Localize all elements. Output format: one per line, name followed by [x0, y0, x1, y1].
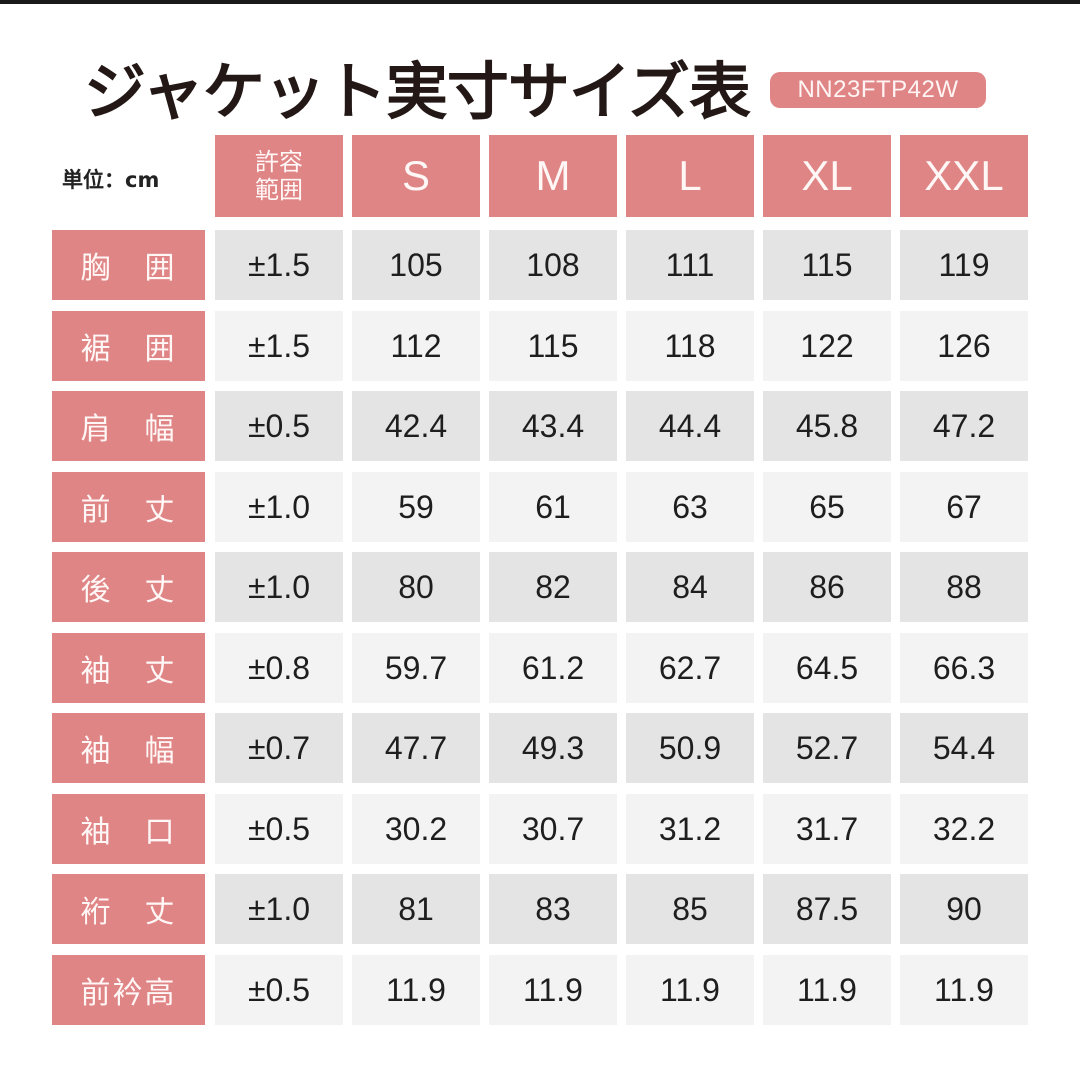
unit-label: 単位：cm — [62, 168, 160, 192]
tolerance-cell: ±0.7 — [215, 713, 343, 783]
tolerance-cell: ±0.8 — [215, 633, 343, 703]
value-cell: 119 — [900, 230, 1028, 300]
header-size-s: S — [352, 135, 480, 217]
value-cell: 66.3 — [900, 633, 1028, 703]
value-cell: 87.5 — [763, 874, 891, 944]
value-cell: 81 — [352, 874, 480, 944]
header-tolerance: 許容 範囲 — [215, 135, 343, 217]
value-cell: 83 — [489, 874, 617, 944]
header-size-xl: XL — [763, 135, 891, 217]
tolerance-cell: ±1.0 — [215, 552, 343, 622]
value-cell: 31.2 — [626, 794, 754, 864]
value-cell: 44.4 — [626, 391, 754, 461]
value-cell: 118 — [626, 311, 754, 381]
row-label: 前 丈 — [52, 472, 205, 542]
table-row: 裾 囲 ±1.5 112 115 118 122 126 — [0, 311, 1080, 381]
value-cell: 30.7 — [489, 794, 617, 864]
top-border — [0, 0, 1080, 4]
table-row: 胸 囲 ±1.5 105 108 111 115 119 — [0, 230, 1080, 300]
table-row: 肩 幅 ±0.5 42.4 43.4 44.4 45.8 47.2 — [0, 391, 1080, 461]
value-cell: 115 — [763, 230, 891, 300]
value-cell: 112 — [352, 311, 480, 381]
row-label: 袖 口 — [52, 794, 205, 864]
value-cell: 90 — [900, 874, 1028, 944]
table-row: 袖 幅 ±0.7 47.7 49.3 50.9 52.7 54.4 — [0, 713, 1080, 783]
value-cell: 62.7 — [626, 633, 754, 703]
row-label: 袖 丈 — [52, 633, 205, 703]
tolerance-cell: ±1.5 — [215, 311, 343, 381]
value-cell: 108 — [489, 230, 617, 300]
value-cell: 42.4 — [352, 391, 480, 461]
table-row: 袖 口 ±0.5 30.2 30.7 31.2 31.7 32.2 — [0, 794, 1080, 864]
value-cell: 88 — [900, 552, 1028, 622]
header-size-m: M — [489, 135, 617, 217]
page-title: ジャケット実寸サイズ表 — [84, 55, 751, 128]
tolerance-cell: ±0.5 — [215, 955, 343, 1025]
row-label: 胸 囲 — [52, 230, 205, 300]
value-cell: 49.3 — [489, 713, 617, 783]
value-cell: 43.4 — [489, 391, 617, 461]
value-cell: 54.4 — [900, 713, 1028, 783]
value-cell: 47.2 — [900, 391, 1028, 461]
value-cell: 52.7 — [763, 713, 891, 783]
value-cell: 30.2 — [352, 794, 480, 864]
table-row: 袖 丈 ±0.8 59.7 61.2 62.7 64.5 66.3 — [0, 633, 1080, 703]
header-size-l: L — [626, 135, 754, 217]
value-cell: 122 — [763, 311, 891, 381]
value-cell: 11.9 — [352, 955, 480, 1025]
table-row: 前 丈 ±1.0 59 61 63 65 67 — [0, 472, 1080, 542]
value-cell: 111 — [626, 230, 754, 300]
value-cell: 115 — [489, 311, 617, 381]
row-label: 肩 幅 — [52, 391, 205, 461]
row-label: 裄 丈 — [52, 874, 205, 944]
value-cell: 31.7 — [763, 794, 891, 864]
value-cell: 50.9 — [626, 713, 754, 783]
value-cell: 80 — [352, 552, 480, 622]
value-cell: 32.2 — [900, 794, 1028, 864]
value-cell: 126 — [900, 311, 1028, 381]
value-cell: 86 — [763, 552, 891, 622]
tolerance-cell: ±1.0 — [215, 472, 343, 542]
value-cell: 59.7 — [352, 633, 480, 703]
tolerance-cell: ±0.5 — [215, 794, 343, 864]
table-row: 後 丈 ±1.0 80 82 84 86 88 — [0, 552, 1080, 622]
value-cell: 59 — [352, 472, 480, 542]
value-cell: 82 — [489, 552, 617, 622]
value-cell: 105 — [352, 230, 480, 300]
value-cell: 85 — [626, 874, 754, 944]
product-code-badge: NN23FTP42W — [770, 72, 986, 108]
value-cell: 84 — [626, 552, 754, 622]
value-cell: 64.5 — [763, 633, 891, 703]
value-cell: 11.9 — [489, 955, 617, 1025]
value-cell: 61 — [489, 472, 617, 542]
value-cell: 65 — [763, 472, 891, 542]
tolerance-cell: ±1.0 — [215, 874, 343, 944]
value-cell: 11.9 — [626, 955, 754, 1025]
row-label: 袖 幅 — [52, 713, 205, 783]
row-label: 前衿高 — [52, 955, 205, 1025]
tolerance-cell: ±0.5 — [215, 391, 343, 461]
value-cell: 11.9 — [763, 955, 891, 1025]
row-label: 裾 囲 — [52, 311, 205, 381]
header-size-xxl: XXL — [900, 135, 1028, 217]
value-cell: 63 — [626, 472, 754, 542]
value-cell: 61.2 — [489, 633, 617, 703]
value-cell: 45.8 — [763, 391, 891, 461]
row-label: 後 丈 — [52, 552, 205, 622]
value-cell: 67 — [900, 472, 1028, 542]
value-cell: 47.7 — [352, 713, 480, 783]
tolerance-cell: ±1.5 — [215, 230, 343, 300]
table-row: 前衿高 ±0.5 11.9 11.9 11.9 11.9 11.9 — [0, 955, 1080, 1025]
value-cell: 11.9 — [900, 955, 1028, 1025]
table-row: 裄 丈 ±1.0 81 83 85 87.5 90 — [0, 874, 1080, 944]
